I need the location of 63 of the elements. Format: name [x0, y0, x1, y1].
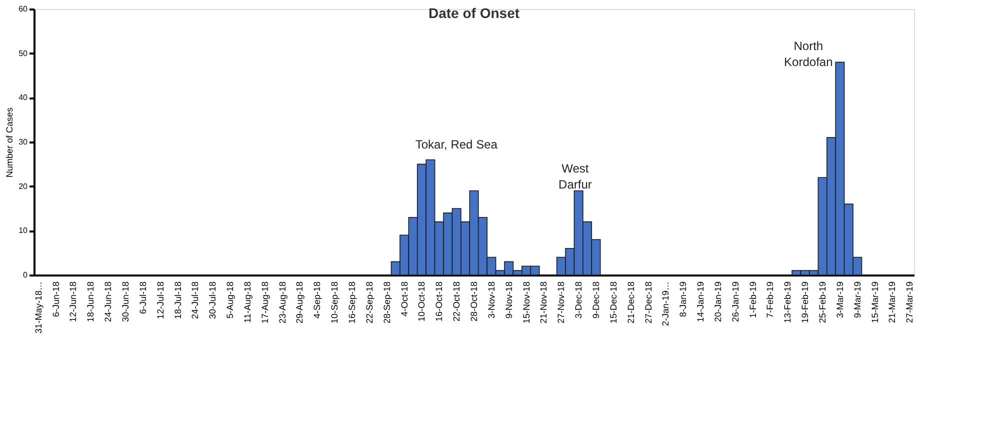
x-tick-label: 15-Dec-18 — [608, 282, 618, 324]
x-tick-label: 10-Oct-18 — [416, 282, 427, 322]
x-tick-label: 27-Nov-18 — [556, 282, 566, 324]
y-tick-label: 30 — [18, 138, 28, 146]
x-tick-label: 2-Jan-19… — [660, 282, 671, 326]
x-tick-label: 3-Nov-18 — [486, 282, 496, 319]
x-tick-label: 15-Nov-18 — [521, 282, 532, 324]
x-tick-label: 10-Sep-18 — [330, 282, 340, 324]
x-tick-label: 25-Feb-19 — [818, 282, 828, 324]
x-tick-label: 4-Sep-18 — [312, 282, 322, 319]
x-tick-label: 23-Aug-18 — [277, 282, 288, 324]
chart-title: Date of Onset — [428, 5, 520, 21]
y-tick-label: 40 — [18, 93, 28, 102]
x-tick-label: 6-Jun-18 — [50, 282, 61, 318]
x-tick-label: 26-Jan-19 — [730, 282, 740, 322]
annotation: Tokar, Red Sea — [415, 137, 498, 152]
x-tick-label: 17-Aug-18 — [260, 282, 270, 324]
x-tick-label: 20-Jan-19 — [712, 282, 723, 322]
y-tick-label: 20 — [18, 182, 28, 191]
x-tick-label: 9-Nov-18 — [504, 282, 514, 319]
y-tick-label: 60 — [18, 4, 28, 14]
x-tick-label: 30-Jun-18 — [120, 282, 130, 322]
x-tick-label: 13-Feb-19 — [782, 282, 793, 324]
x-tick-label: 3-Mar-19 — [834, 282, 845, 318]
x-tick-label: 24-Jul-18 — [190, 282, 200, 320]
x-tick-label: 12-Jun-18 — [68, 282, 78, 322]
x-tick-label: 11-Aug-18 — [242, 282, 252, 323]
x-tick-label: 22-Sep-18 — [364, 282, 374, 324]
x-tick-label: 12-Jul-18 — [155, 282, 166, 320]
x-tick-label: 5-Aug-18 — [225, 282, 236, 319]
x-tick-label: 21-Nov-18 — [538, 282, 549, 324]
x-tick-label: 21-Mar-19 — [887, 282, 898, 324]
x-tick-label: 18-Jul-18 — [172, 282, 183, 320]
x-tick-label: 18-Jun-18 — [86, 282, 96, 322]
x-tick-label: 21-Dec-18 — [626, 282, 636, 324]
x-tick-label: 28-Oct-18 — [469, 282, 479, 322]
y-tick-label: 10 — [18, 226, 28, 236]
x-tick-label: 28-Sep-18 — [382, 282, 392, 324]
x-tick-label: 27-Dec-18 — [643, 282, 654, 324]
x-tick-label: 4-Oct-18 — [399, 282, 410, 317]
x-tick-label: 24-Jun-18 — [103, 282, 114, 322]
x-tick-label: 22-Oct-18 — [452, 282, 462, 322]
x-tick-label: 3-Dec-18 — [574, 282, 584, 319]
annotation: West Darfur — [558, 161, 592, 192]
x-tick-label: 9-Dec-18 — [590, 282, 601, 319]
x-tick-label: 19-Feb-19 — [800, 282, 810, 324]
y-tick-label: 0 — [23, 270, 28, 280]
annotation: North Kordofan — [784, 38, 833, 69]
x-tick-label: 31-May-18… — [33, 282, 44, 334]
x-tick-label: 14-Jan-19 — [696, 282, 706, 322]
y-tick-label: 50 — [18, 48, 28, 58]
x-tick-label: 7-Feb-19 — [765, 282, 776, 318]
y-axis-title: Number of Cases — [4, 106, 15, 178]
x-tick-label: 1-Feb-19 — [748, 282, 758, 318]
x-tick-label: 15-Mar-19 — [870, 282, 880, 324]
x-tick-label: 6-Jul-18 — [138, 282, 148, 314]
x-tick-label: 8-Jan-19 — [678, 282, 688, 318]
x-tick-label: 27-Mar-19 — [904, 282, 915, 324]
x-tick-label: 16-Sep-18 — [347, 282, 358, 324]
x-tick-label: 9-Mar-19 — [852, 282, 862, 318]
x-tick-label: 16-Oct-18 — [434, 282, 444, 322]
x-tick-label: 30-Jul-18 — [208, 282, 218, 320]
x-tick-label: 29-Aug-18 — [294, 282, 305, 324]
